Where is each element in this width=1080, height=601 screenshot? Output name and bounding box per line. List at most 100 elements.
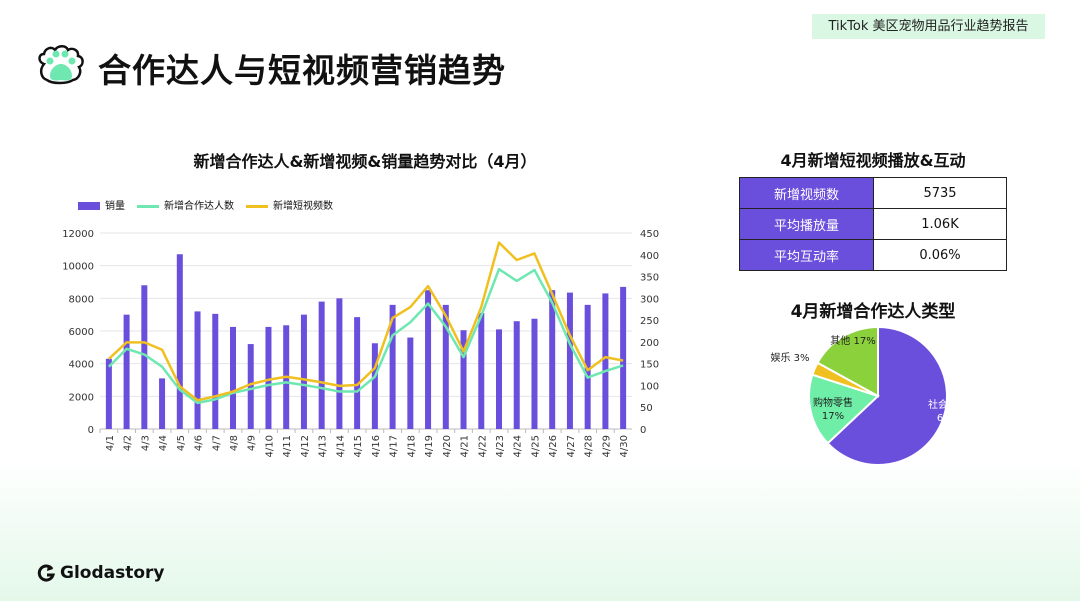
- bar-sales: [176, 254, 183, 429]
- pie-slice: [816, 325, 879, 398]
- x-tick-label: 4/8: [229, 435, 240, 451]
- y-right-tick-label: 450: [640, 229, 659, 240]
- x-tick-label: 4/20: [442, 435, 453, 457]
- x-tick-label: 4/11: [282, 435, 293, 457]
- x-tick-label: 4/2: [123, 435, 134, 451]
- pie-label: 购物零售: [813, 396, 853, 409]
- legend-swatch: [137, 204, 159, 208]
- y-right-tick-label: 350: [640, 273, 659, 284]
- y-right-tick-label: 300: [640, 294, 659, 305]
- table-key: 新增视频数: [739, 177, 874, 209]
- x-tick-label: 4/1: [105, 435, 116, 451]
- legend-label: 销量: [105, 201, 125, 212]
- stats-table: 新增视频数 5735 平均播放量 1.06K 平均互动率 0.06%: [739, 177, 1007, 271]
- bar-sales: [371, 343, 378, 429]
- bar-sales: [105, 358, 112, 429]
- line-creators: [107, 267, 624, 405]
- y-left-tick-label: 8000: [69, 294, 94, 305]
- x-tick-label: 4/6: [194, 435, 205, 451]
- bar-sales: [230, 326, 236, 429]
- bar-sales: [354, 317, 361, 429]
- logo-icon: [37, 564, 56, 582]
- x-tick-label: 4/21: [460, 435, 471, 457]
- x-tick-label: 4/22: [477, 435, 488, 457]
- y-left-tick-label: 10000: [62, 262, 94, 273]
- x-tick-label: 4/4: [158, 435, 169, 451]
- x-tick-label: 4/16: [371, 435, 382, 457]
- x-tick-label: 4/26: [548, 435, 559, 457]
- bar-sales: [247, 344, 254, 429]
- table-value: 0.06%: [873, 239, 1007, 271]
- pie-chart: 社会生活 63% 购物零售 17% 娱乐 3% 其他 17%: [770, 325, 968, 466]
- table-row: 平均互动率 0.06%: [739, 239, 1007, 271]
- x-tick-label: 4/30: [619, 435, 630, 457]
- x-tick-label: 4/15: [353, 435, 364, 457]
- logo-text: Glodastory: [60, 563, 165, 583]
- bar-sales: [566, 292, 573, 429]
- pie-pct: 63%: [937, 413, 959, 424]
- x-tick-label: 4/12: [300, 435, 311, 457]
- bar-sales: [531, 318, 538, 429]
- legend-swatch: [78, 202, 100, 210]
- bar-sales: [584, 304, 591, 429]
- bar-sales: [425, 290, 432, 429]
- x-tick-label: 4/19: [424, 435, 435, 457]
- y-right-tick-label: 200: [640, 338, 659, 349]
- pie-label: 社会生活: [928, 398, 968, 411]
- x-tick-label: 4/28: [584, 435, 595, 457]
- x-tick-label: 4/27: [566, 435, 577, 457]
- y-left-tick-label: 6000: [69, 327, 94, 338]
- bar-sales: [620, 286, 627, 429]
- y-left-tick-label: 4000: [69, 360, 94, 371]
- y-right-tick-label: 50: [640, 403, 653, 414]
- pie-pct: 17%: [822, 411, 844, 422]
- pie-title: 4月新增合作达人类型: [790, 302, 956, 322]
- table-row: 新增视频数 5735: [739, 177, 1007, 209]
- x-tick-label: 4/14: [335, 435, 346, 457]
- x-tick-label: 4/17: [389, 435, 400, 457]
- bar-sales: [123, 314, 130, 429]
- legend-label: 新增短视频数: [273, 201, 333, 212]
- bar-sales: [318, 301, 325, 429]
- bar-sales: [496, 329, 502, 429]
- combo-chart: 0 2000 4000 6000 8000 10000 12000 0 50 100 150 200 2…: [62, 229, 659, 457]
- bar-sales: [265, 326, 272, 429]
- pie-slice: [826, 325, 948, 466]
- legend-item-sales: 销量: [78, 197, 125, 212]
- bar-sales: [159, 378, 166, 429]
- pie-label: 娱乐 3%: [770, 351, 809, 364]
- bar-sales: [336, 298, 343, 429]
- legend-swatch: [246, 204, 268, 208]
- bar-sales: [212, 313, 219, 429]
- y-right-tick-label: 100: [640, 381, 659, 392]
- bar-sales: [300, 314, 307, 429]
- y-right-tick-label: 150: [640, 360, 659, 371]
- x-tick-label: 4/18: [406, 435, 417, 457]
- table-row: 平均播放量 1.06K: [739, 208, 1007, 240]
- chart-legend: 销量 新增合作达人数 新增短视频数: [78, 197, 333, 212]
- x-tick-label: 4/25: [530, 435, 541, 457]
- x-tick-label: 4/9: [247, 435, 258, 451]
- chart-title: 新增合作达人&新增视频&销量趋势对比（4月）: [193, 152, 537, 171]
- y-right-tick-label: 400: [640, 251, 659, 262]
- x-tick-label: 4/23: [495, 435, 506, 457]
- x-tick-label: 4/7: [211, 435, 222, 451]
- y-left-tick-label: 12000: [62, 229, 94, 240]
- pie-label: 其他 17%: [830, 334, 875, 347]
- x-tick-label: 4/3: [140, 435, 151, 451]
- table-key: 平均播放量: [739, 208, 874, 240]
- x-tick-label: 4/13: [318, 435, 329, 457]
- line-videos: [108, 241, 624, 402]
- legend-item-videos: 新增短视频数: [246, 197, 333, 212]
- bar-sales: [194, 311, 201, 429]
- bar-sales: [389, 304, 396, 429]
- bar-sales: [141, 285, 148, 429]
- pie-slice: [808, 373, 880, 445]
- brand-logo: Glodastory: [36, 563, 165, 583]
- bar-sales: [513, 321, 520, 429]
- paw-icon: [38, 45, 84, 85]
- x-tick-label: 4/5: [176, 435, 187, 451]
- y-right-tick-label: 0: [640, 425, 646, 436]
- bar-sales: [549, 290, 556, 429]
- x-tick-label: 4/10: [264, 435, 275, 457]
